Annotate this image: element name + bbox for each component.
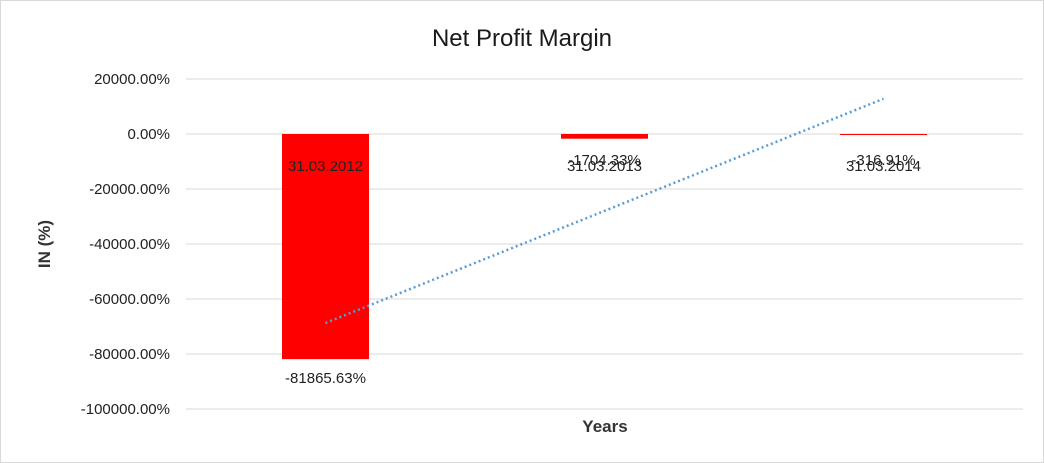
category-labels: 31.03.2012 31.03.2013 31.03.2014 xyxy=(288,158,921,175)
y-tick-label: -40000.00% xyxy=(89,236,170,253)
data-labels: -81865.63% -1704.33% -316.91% xyxy=(285,152,916,387)
y-tick-label: -80000.00% xyxy=(89,346,170,363)
data-label: -81865.63% xyxy=(285,370,366,387)
x-category-label: 31.03.2013 xyxy=(567,158,642,175)
data-label: -316.91% xyxy=(851,152,915,169)
y-tick-label: -100000.00% xyxy=(81,401,170,418)
chart-title: Net Profit Margin xyxy=(432,25,612,52)
bar-31.03.2012 xyxy=(282,134,369,360)
bar-31.03.2013 xyxy=(561,134,648,139)
y-tick-label: 0.00% xyxy=(127,126,170,143)
y-tick-label: -20000.00% xyxy=(89,181,170,198)
x-category-label: 31.03.2014 xyxy=(846,158,921,175)
y-axis-ticks: 20000.00% 0.00% -20000.00% -40000.00% -60000… xyxy=(81,71,170,418)
data-label: -1704.33% xyxy=(568,152,641,169)
x-category-label: 31.03.2012 xyxy=(288,158,363,175)
x-axis-title: Years xyxy=(582,417,627,436)
bars xyxy=(282,134,927,360)
y-tick-label: -60000.00% xyxy=(89,291,170,308)
y-tick-label: 20000.00% xyxy=(94,71,170,88)
bar-31.03.2014 xyxy=(840,134,927,135)
trendline xyxy=(325,97,884,325)
y-axis-title: IN (%) xyxy=(35,220,54,268)
trendline-layer xyxy=(325,97,884,325)
